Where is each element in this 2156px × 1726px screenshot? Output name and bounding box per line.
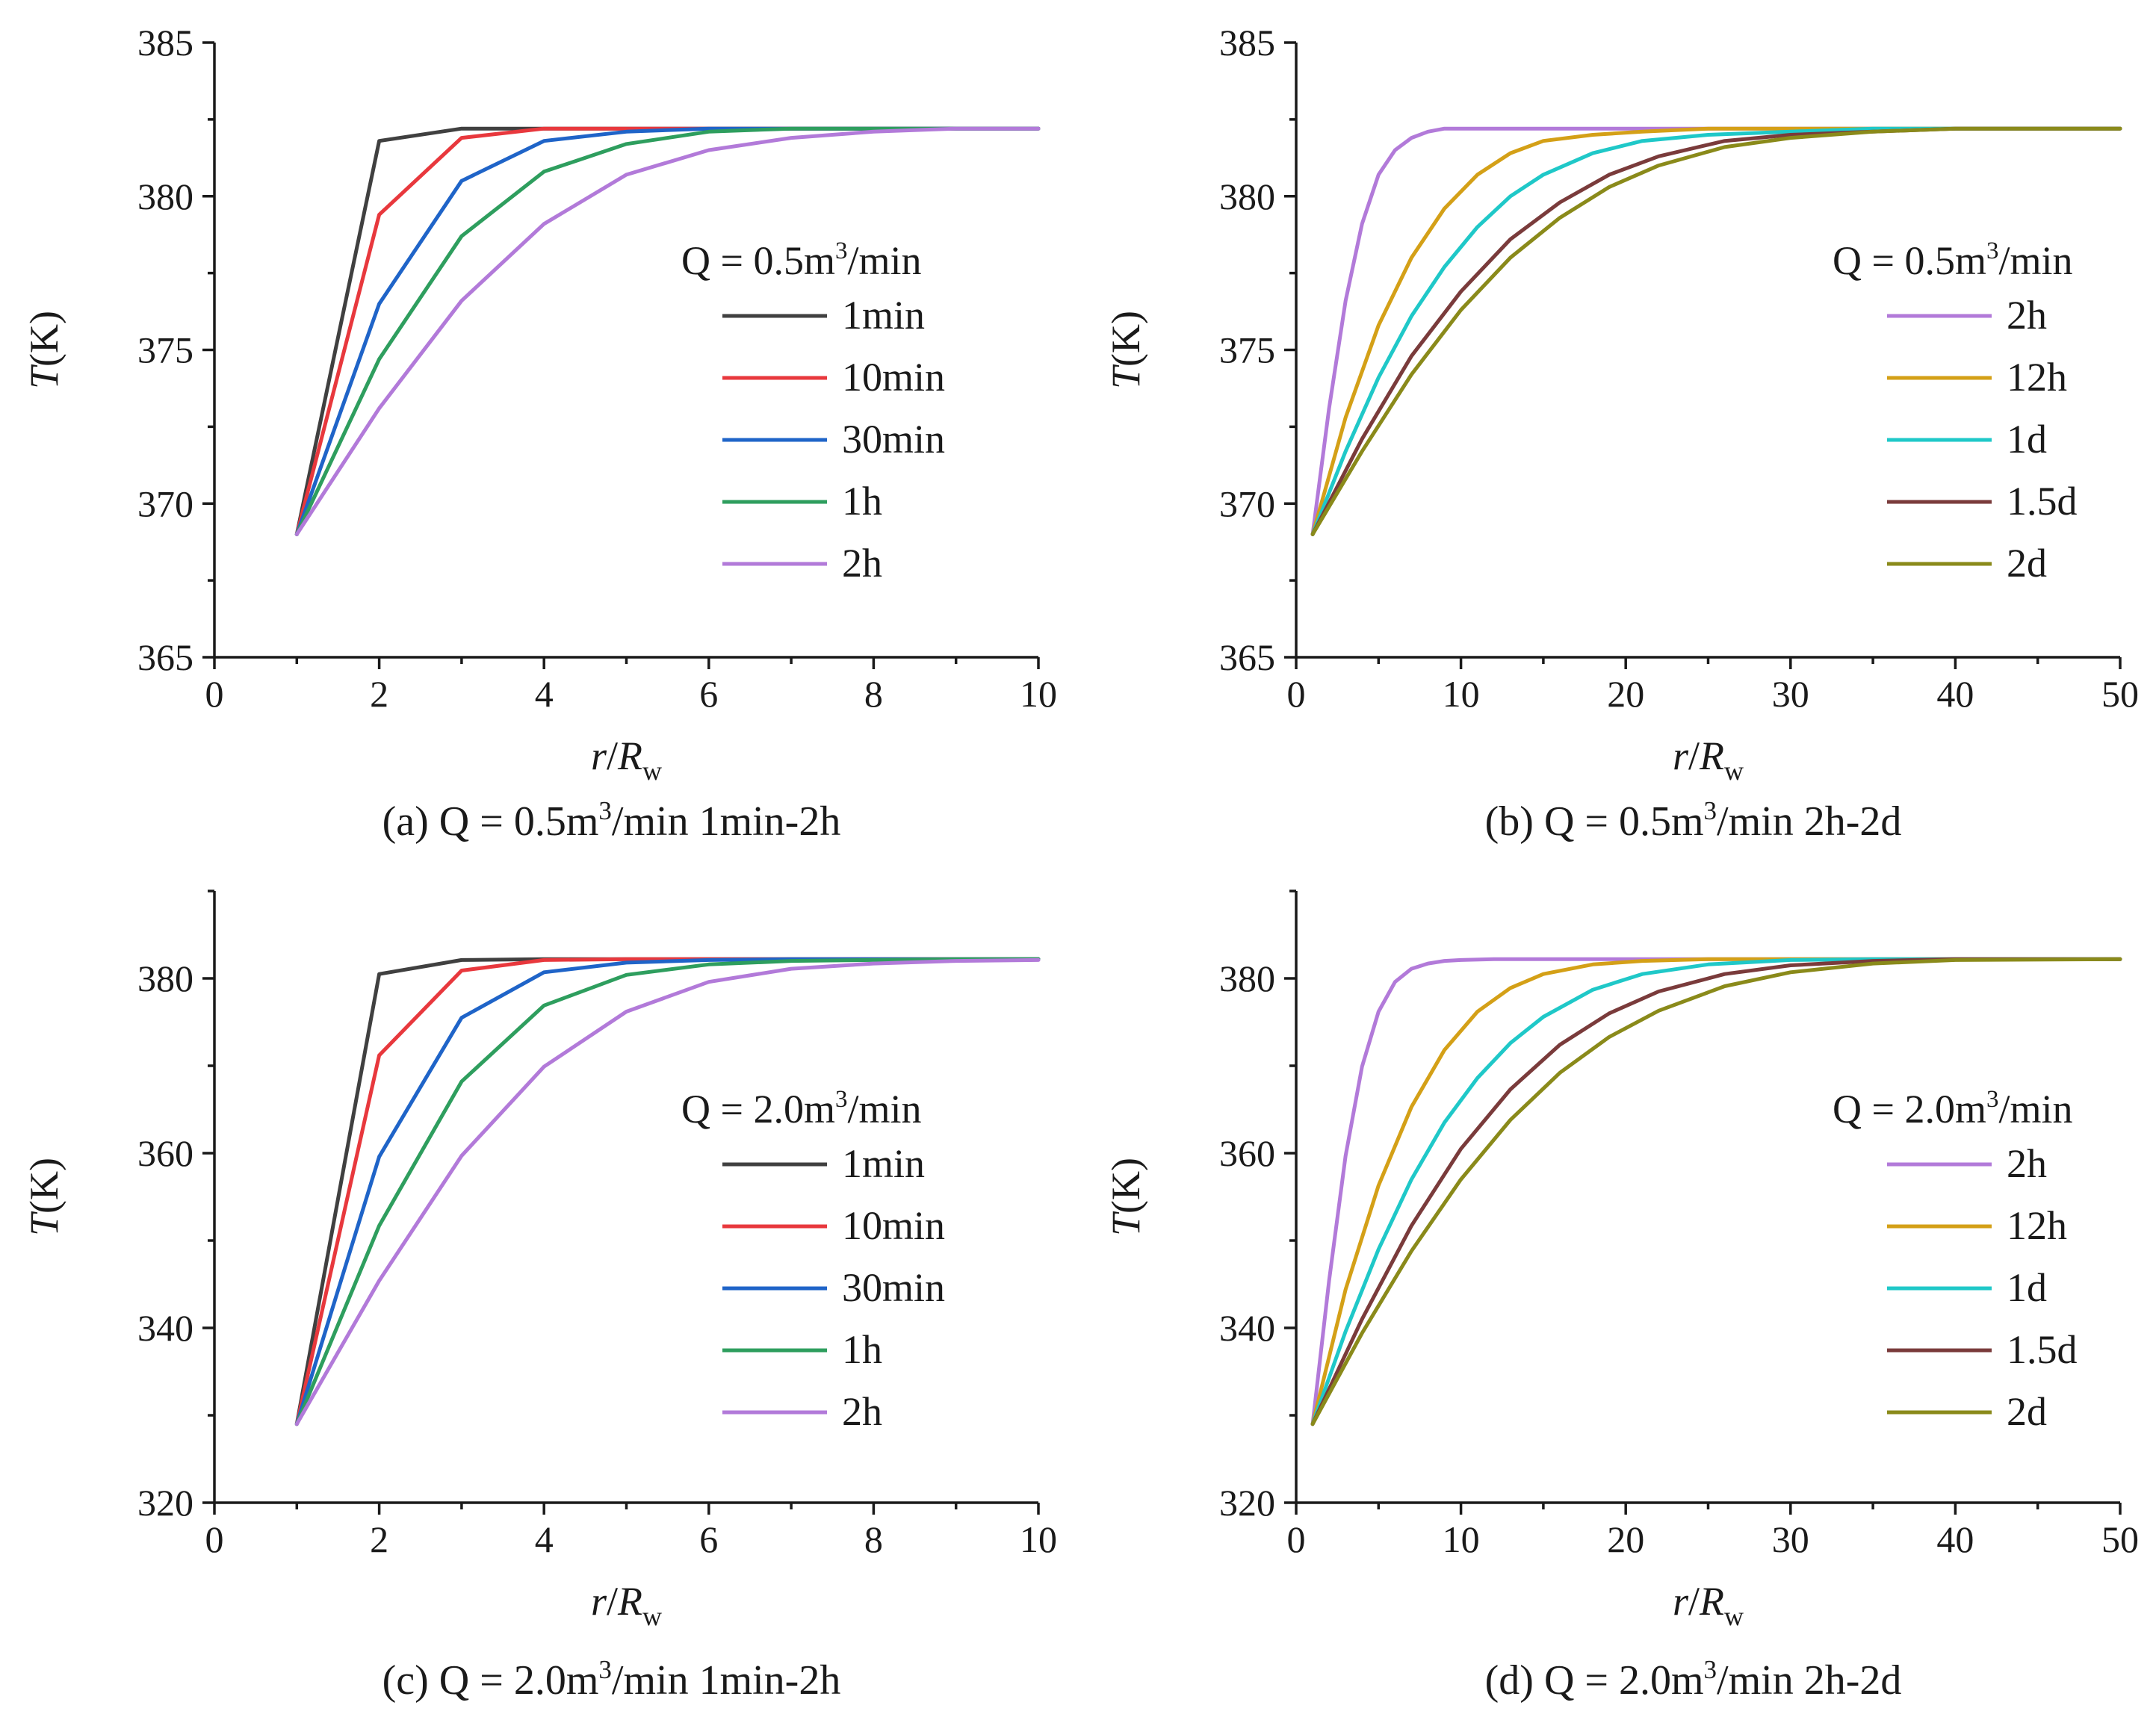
x-tick-label: 40 (1936, 1518, 1974, 1560)
x-tick-label: 50 (2101, 673, 2139, 715)
x-tick-label: 0 (205, 673, 224, 715)
legend-label: 1.5d (2007, 479, 2078, 524)
x-tick-label: 0 (205, 1518, 224, 1560)
panel-caption: (a) Q = 0.5m3/min 1min-2h (382, 796, 841, 845)
series-line-2h (294, 957, 1041, 1427)
y-tick-label: 380 (1219, 957, 1275, 999)
x-tick-label: 30 (1772, 673, 1809, 715)
legend-label: 10min (842, 1203, 945, 1248)
x-tick-label: 0 (1287, 673, 1306, 715)
y-tick-label: 380 (137, 176, 193, 217)
legend-label: 2h (842, 1389, 882, 1434)
panel-caption: (b) Q = 0.5m3/min 2h-2d (1485, 796, 1902, 845)
legend-label: 1.5d (2007, 1327, 2078, 1372)
series-line-12h (1310, 126, 2122, 536)
x-tick-label: 10 (1020, 673, 1057, 715)
x-tick-label: 6 (699, 673, 718, 715)
x-tick-label: 20 (1607, 1518, 1644, 1560)
chart-panel-d: 0 10 20 30 40 50 320 340 360 380 r/Rw T(K) Q = 2.0m3… (1103, 890, 2139, 1704)
y-tick-label: 340 (1219, 1307, 1275, 1349)
legend-label: 10min (842, 355, 945, 400)
series-line-1d (1310, 957, 2122, 1427)
panel-caption: (c) Q = 2.0m3/min 1min-2h (382, 1655, 841, 1704)
legend-title: Q = 0.5m3/min (1833, 238, 2072, 283)
x-tick-label: 30 (1772, 1518, 1809, 1560)
legend-label: 2h (842, 541, 882, 586)
chart-panel-a: 0 2 4 6 8 10 365 370 375 380 385 r/Rw T(K) Q = 0.5m3/… (22, 22, 1057, 845)
y-tick-label: 360 (137, 1132, 193, 1174)
y-tick-label: 340 (137, 1307, 193, 1349)
y-tick-label: 380 (137, 957, 193, 999)
legend-title: Q = 2.0m3/min (1833, 1086, 2072, 1131)
y-tick-label: 380 (1219, 176, 1275, 217)
legend-label: 2h (2007, 293, 2047, 338)
x-tick-label: 8 (864, 1518, 883, 1560)
y-tick-label: 320 (1219, 1482, 1275, 1524)
x-tick-label: 4 (535, 1518, 554, 1560)
y-axis-title: T(K) (1103, 1158, 1148, 1236)
legend-label: 12h (2007, 355, 2067, 400)
x-tick-label: 2 (370, 673, 388, 715)
series-line-1d (1310, 126, 2122, 536)
x-tick-label: 2 (370, 1518, 388, 1560)
y-axis-title: T(K) (22, 1158, 66, 1236)
y-tick-label: 385 (137, 22, 193, 63)
x-tick-label: 8 (864, 673, 883, 715)
y-tick-label: 375 (1219, 329, 1275, 371)
x-tick-label: 10 (1020, 1518, 1057, 1560)
x-axis-title: r/Rw (591, 1579, 662, 1631)
panel-caption: (d) Q = 2.0m3/min 2h-2d (1485, 1655, 1902, 1704)
y-tick-label: 385 (1219, 22, 1275, 63)
legend-label: 1h (842, 1327, 882, 1372)
y-tick-label: 360 (1219, 1132, 1275, 1174)
y-axis-title: T(K) (22, 311, 66, 389)
legend-label: 1d (2007, 417, 2047, 462)
series-line-2h (294, 126, 1041, 536)
y-tick-label: 320 (137, 1482, 193, 1524)
legend-label: 1h (842, 479, 882, 524)
legend-title: Q = 0.5m3/min (681, 238, 921, 283)
x-tick-label: 20 (1607, 673, 1644, 715)
legend-label: 2d (2007, 1389, 2047, 1434)
x-tick-label: 10 (1443, 673, 1480, 715)
legend-label: 2d (2007, 541, 2047, 586)
legend-label: 2h (2007, 1141, 2047, 1186)
legend-label: 1min (842, 1141, 925, 1186)
legend-label: 1min (842, 293, 925, 338)
series-line-2d (1310, 126, 2122, 536)
y-tick-label: 370 (137, 482, 193, 524)
x-tick-label: 50 (2101, 1518, 2139, 1560)
y-tick-label: 370 (1219, 482, 1275, 524)
legend-label: 30min (842, 1265, 945, 1310)
chart-panel-c: 0 2 4 6 8 10 320 340 360 380 r/Rw T(K) Q = 2.0m3/min… (22, 890, 1057, 1704)
legend-title: Q = 2.0m3/min (681, 1086, 921, 1131)
y-tick-label: 365 (1219, 636, 1275, 678)
series-line-1.5d (1310, 957, 2122, 1427)
x-tick-label: 6 (699, 1518, 718, 1560)
series-line-2d (1310, 957, 2122, 1427)
y-tick-label: 375 (137, 329, 193, 371)
x-axis-title: r/Rw (1673, 1579, 1744, 1631)
x-tick-label: 40 (1936, 673, 1974, 715)
y-axis-title: T(K) (1103, 311, 1148, 389)
x-axis-title: r/Rw (1673, 733, 1744, 786)
series-line-1h (294, 957, 1041, 1427)
y-tick-label: 365 (137, 636, 193, 678)
legend-label: 30min (842, 417, 945, 462)
chart-panel-b: 0 10 20 30 40 50 365 370 375 380 385 r/Rw T(K) Q = 0.… (1103, 22, 2139, 845)
legend-label: 1d (2007, 1265, 2047, 1310)
x-axis-title: r/Rw (591, 733, 662, 786)
x-tick-label: 4 (535, 673, 554, 715)
x-tick-label: 0 (1287, 1518, 1306, 1560)
x-tick-label: 10 (1443, 1518, 1480, 1560)
legend-label: 12h (2007, 1203, 2067, 1248)
